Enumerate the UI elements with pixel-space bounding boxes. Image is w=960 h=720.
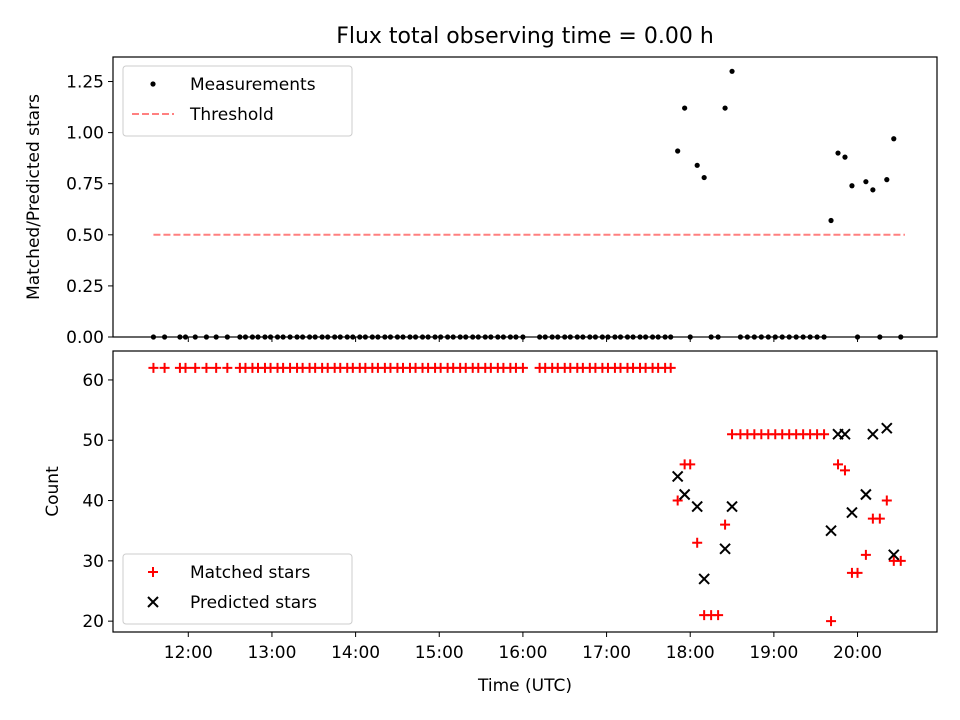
predicted-stars-point [860, 488, 872, 501]
matched-stars-point [211, 362, 222, 373]
matched-stars-point [222, 362, 233, 373]
measurement-point [722, 105, 728, 111]
predicted-stars-point [839, 428, 851, 440]
top-y-tick-label: 1.25 [66, 73, 104, 93]
top-y-tick-label: 0.00 [66, 328, 104, 348]
measurement-point [701, 174, 707, 181]
legend-label: Measurements [190, 75, 316, 95]
measurement-point [884, 177, 890, 183]
predicted-stars-point [719, 543, 731, 555]
matched-stars-point [727, 429, 738, 440]
bottom-y-tick-label: 50 [82, 431, 104, 451]
matched-stars-point [685, 459, 696, 470]
measurement-point [675, 148, 681, 154]
measurement-point [828, 217, 834, 224]
predicted-stars-point [678, 488, 691, 501]
matched-stars-point [819, 429, 830, 440]
measurement-point [849, 183, 855, 189]
x-tick-label: 13:00 [247, 643, 296, 663]
x-tick-label: 14:00 [331, 643, 380, 663]
matched-stars-point [517, 362, 528, 373]
predicted-stars-point [825, 524, 837, 537]
top-legend-box [122, 65, 353, 137]
matched-stars-point [833, 459, 844, 470]
legend-label: Predicted stars [190, 593, 317, 613]
x-axis-label: Time (UTC) [477, 676, 572, 696]
measurement-point [682, 105, 688, 111]
predicted-stars-point [867, 428, 879, 440]
x-tick-label: 18:00 [666, 643, 715, 663]
matched-stars-point [860, 549, 871, 560]
top-legend: Measurements Threshold [122, 65, 353, 137]
matched-stars-point [826, 616, 837, 627]
top-y-tick-label: 1.00 [66, 124, 104, 144]
predicted-stars-point [846, 506, 858, 519]
predicted-stars-point [881, 422, 893, 434]
bottom-legend-box [122, 553, 353, 625]
legend-matched-swatch [148, 567, 158, 577]
matched-stars-point [839, 465, 850, 476]
predicted-stars-point [726, 500, 738, 513]
matched-stars-point [201, 362, 212, 373]
x-tick-label: 17:00 [582, 643, 631, 663]
bottom-legend: Matched stars Predicted stars [122, 553, 353, 625]
bottom-y-tick-label: 20 [82, 612, 104, 632]
predicted-stars-point [888, 549, 900, 561]
measurement-point [863, 179, 869, 185]
top-y-tick-label: 0.50 [66, 226, 104, 246]
x-tick-label: 12:00 [164, 643, 213, 663]
measurement-point [842, 154, 848, 160]
matched-stars-point [148, 362, 159, 373]
matched-stars-point [692, 537, 703, 548]
measurement-point [870, 187, 876, 193]
legend-label: Threshold [189, 105, 274, 125]
legend-predicted-swatch [147, 596, 159, 608]
bottom-y-axis-label: Count [43, 466, 63, 517]
measurement-point [835, 150, 841, 156]
bottom-y-tick-label: 30 [82, 552, 104, 572]
top-axes-frame [112, 56, 938, 338]
x-tick-label: 15:00 [415, 643, 464, 663]
top-y-axis-label: Matched/Predicted stars [24, 94, 44, 300]
top-y-tick-label: 0.75 [66, 175, 104, 195]
matched-stars-point [190, 362, 201, 373]
x-tick-label: 19:00 [749, 643, 798, 663]
matched-stars-point [720, 519, 731, 530]
matched-stars-point [665, 362, 676, 373]
top-panel: 0.00 0.25 0.50 0.75 1.00 1.25 Matched/Predicte… [24, 56, 938, 348]
measurement-point [694, 162, 700, 168]
top-y-tick-label: 0.25 [66, 277, 104, 297]
x-tick-label: 20:00 [833, 643, 882, 663]
matched-stars-point [852, 567, 863, 578]
matched-stars-point [159, 362, 170, 373]
bottom-y-tick-label: 60 [82, 371, 104, 391]
measurement-point [729, 68, 735, 74]
legend-measurements-swatch [150, 81, 156, 87]
bottom-panel: 20 30 40 50 60 12:00 13:00 14:00 15:00 16:00 17:00… [43, 350, 938, 696]
matched-stars-point [895, 555, 906, 566]
measurement-point [891, 136, 897, 142]
predicted-stars-point [671, 470, 684, 483]
bottom-axes-frame [112, 350, 938, 633]
predicted-stars-point [691, 500, 703, 513]
matched-stars-point [881, 495, 892, 506]
x-tick-label: 16:00 [498, 643, 547, 663]
bottom-y-tick-label: 40 [82, 492, 104, 512]
matched-stars-point [180, 362, 191, 373]
matched-stars-point [874, 513, 885, 524]
legend-label: Matched stars [190, 563, 310, 583]
top-chart-title: Flux total observing time = 0.00 h [336, 24, 714, 49]
predicted-stars-point [698, 573, 710, 585]
matched-stars-point [672, 495, 683, 506]
matched-stars-point [713, 610, 724, 621]
